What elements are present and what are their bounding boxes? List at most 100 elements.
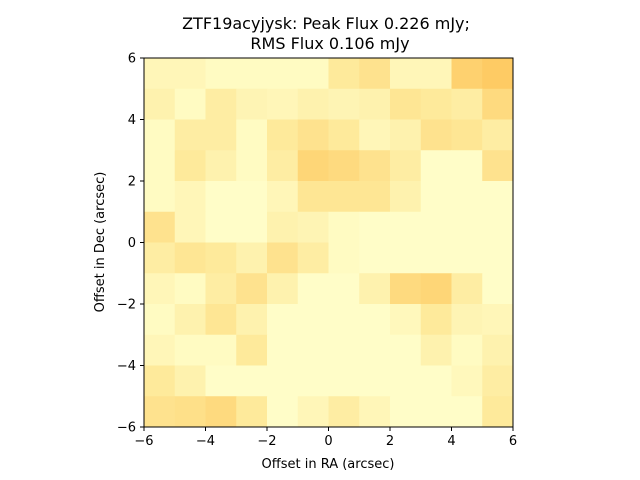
heatmap-cell: [205, 273, 237, 305]
heatmap-cell: [359, 119, 391, 151]
heatmap-cell: [267, 365, 299, 397]
y-tick-label: −4: [117, 359, 136, 374]
heatmap-cell: [390, 334, 422, 366]
heatmap-cell: [174, 242, 206, 274]
heatmap-cell: [205, 304, 237, 336]
heatmap-cell: [144, 396, 176, 428]
heatmap-cell: [451, 211, 483, 243]
heatmap-cell: [174, 211, 206, 243]
heatmap-cell: [236, 365, 268, 397]
heatmap-cell: [420, 119, 452, 151]
x-axis-ticks: −6 −4 −2 0 2 4 6: [134, 427, 517, 449]
heatmap-cell: [205, 365, 237, 397]
heatmap-cell: [451, 150, 483, 182]
heatmap-cell: [482, 58, 514, 90]
x-tick-label: 0: [324, 434, 332, 449]
heatmap-cell: [144, 273, 176, 305]
heatmap-cell: [174, 365, 206, 397]
heatmap-cell: [420, 58, 452, 90]
heatmap-cell: [359, 273, 391, 305]
heatmap-cell: [328, 396, 360, 428]
heatmap-cell: [144, 150, 176, 182]
heatmap-cell: [390, 119, 422, 151]
heatmap-cell: [390, 396, 422, 428]
heatmap-cell: [420, 396, 452, 428]
heatmap-cell: [144, 181, 176, 213]
heatmap-cell: [390, 211, 422, 243]
heatmap-cell: [451, 242, 483, 274]
heatmap-cell: [205, 396, 237, 428]
heatmap-cell: [297, 119, 329, 151]
heatmap-cell: [328, 242, 360, 274]
heatmap-cell: [359, 365, 391, 397]
heatmap-cell: [236, 304, 268, 336]
heatmap-cell: [297, 273, 329, 305]
heatmap-cell: [420, 304, 452, 336]
heatmap-cell: [174, 304, 206, 336]
heatmap-cell: [267, 396, 299, 428]
heatmap-cell: [205, 58, 237, 90]
heatmap-cell: [451, 334, 483, 366]
heatmap-cell: [328, 304, 360, 336]
heatmap-cell: [236, 242, 268, 274]
heatmap-cell: [359, 150, 391, 182]
heatmap-cell: [328, 150, 360, 182]
heatmap-cell: [390, 88, 422, 120]
heatmap-cell: [236, 211, 268, 243]
heatmap-cell: [451, 304, 483, 336]
heatmap-cell: [205, 211, 237, 243]
heatmap-cell: [451, 396, 483, 428]
heatmap-cell: [236, 396, 268, 428]
x-tick-label: 2: [386, 434, 394, 449]
heatmap-cell: [328, 273, 360, 305]
y-tick-label: 2: [128, 175, 136, 190]
heatmap-cell: [267, 88, 299, 120]
heatmap-cell: [267, 211, 299, 243]
heatmap-cell: [390, 365, 422, 397]
heatmap-cell: [482, 334, 514, 366]
heatmap-cell: [297, 88, 329, 120]
heatmap-cell: [420, 181, 452, 213]
heatmap-cell: [267, 150, 299, 182]
heatmap-cell: [174, 334, 206, 366]
heatmap-cell: [451, 365, 483, 397]
heatmap-cell: [359, 58, 391, 90]
heatmap-cell: [451, 88, 483, 120]
heatmap-cell: [144, 242, 176, 274]
heatmap-cell: [328, 181, 360, 213]
heatmap-cell: [267, 334, 299, 366]
heatmap-cell: [451, 181, 483, 213]
heatmap-cell: [328, 58, 360, 90]
chart-title-line2: RMS Flux 0.106 mJy: [250, 34, 409, 53]
heatmap-cell: [297, 242, 329, 274]
heatmap-cell: [174, 396, 206, 428]
heatmap-cell: [205, 334, 237, 366]
heatmap-cell: [236, 119, 268, 151]
heatmap-cell: [174, 88, 206, 120]
heatmap-cell: [205, 150, 237, 182]
heatmap-cell: [482, 181, 514, 213]
heatmap-cell: [359, 211, 391, 243]
chart-title-line1: ZTF19acyjysk: Peak Flux 0.226 mJy;: [182, 14, 470, 33]
heatmap-cell: [205, 119, 237, 151]
y-axis-label: Offset in Dec (arcsec): [93, 172, 108, 313]
heatmap-cell: [174, 150, 206, 182]
heatmap-cell: [297, 211, 329, 243]
heatmap-cell: [420, 242, 452, 274]
heatmap-cell: [267, 58, 299, 90]
heatmap-cell: [420, 365, 452, 397]
heatmap-cell: [236, 150, 268, 182]
heatmap-cell: [174, 181, 206, 213]
heatmap-cell: [390, 58, 422, 90]
x-tick-label: −6: [134, 434, 153, 449]
heatmap-cell: [174, 58, 206, 90]
heatmap-cell: [359, 396, 391, 428]
heatmap-cell: [390, 242, 422, 274]
heatmap-cell: [297, 181, 329, 213]
heatmap-cell: [297, 334, 329, 366]
heatmap-cell: [297, 150, 329, 182]
heatmap-cell: [144, 58, 176, 90]
heatmap-cell: [482, 150, 514, 182]
heatmap-cell: [328, 88, 360, 120]
